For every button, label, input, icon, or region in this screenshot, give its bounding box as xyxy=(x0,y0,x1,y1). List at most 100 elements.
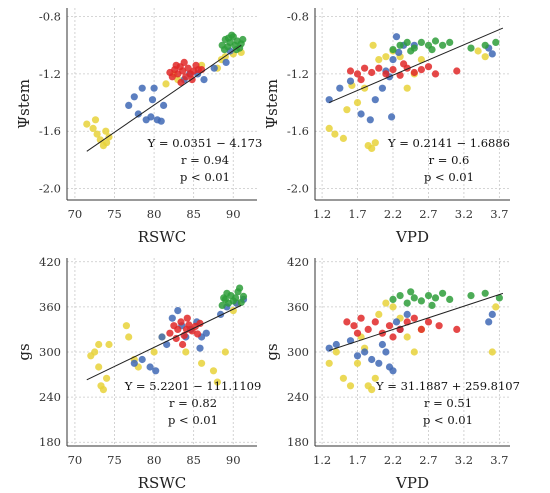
data-point xyxy=(93,130,101,138)
data-point xyxy=(122,322,130,330)
regression-annotation: r = 0.51 xyxy=(424,396,472,410)
regression-annotation: p < 0.01 xyxy=(168,413,218,427)
data-point xyxy=(428,46,436,54)
data-point xyxy=(209,367,218,375)
data-point xyxy=(375,310,383,318)
data-point xyxy=(439,41,447,49)
data-point xyxy=(403,318,411,326)
y-tick-label: -0.8 xyxy=(39,10,61,24)
data-point xyxy=(210,64,218,72)
data-point xyxy=(392,33,401,41)
data-point xyxy=(184,64,192,72)
data-point xyxy=(103,374,111,382)
data-point xyxy=(407,47,415,55)
x-tick-label: 2.7 xyxy=(419,207,437,221)
x-tick-label: 1.7 xyxy=(348,453,366,467)
regression-annotation: Y = 5.2201 − 111.1109 xyxy=(124,379,262,393)
y-tick-label: 180 xyxy=(287,435,309,449)
data-point xyxy=(158,333,166,341)
y-tick-label: 240 xyxy=(39,390,61,404)
data-point xyxy=(224,34,233,42)
data-point xyxy=(331,130,339,138)
data-point xyxy=(96,136,104,144)
data-point xyxy=(395,48,403,57)
data-point xyxy=(417,56,425,64)
data-point xyxy=(410,348,418,356)
y-tick-label: -1.2 xyxy=(39,67,61,81)
data-point xyxy=(389,333,397,341)
data-point xyxy=(325,124,333,132)
data-point xyxy=(375,359,383,367)
data-point xyxy=(396,71,404,79)
data-point xyxy=(403,310,411,318)
data-point xyxy=(366,116,374,124)
data-point xyxy=(343,318,351,326)
y-tick-label: 420 xyxy=(39,255,61,269)
data-point xyxy=(410,68,418,77)
data-point xyxy=(194,330,202,338)
regression-annotation: r = 0.94 xyxy=(181,153,229,167)
data-point xyxy=(431,37,440,45)
data-point xyxy=(95,340,103,349)
data-point xyxy=(453,67,461,75)
x-tick-label: 2.2 xyxy=(384,453,402,467)
data-point xyxy=(99,386,107,394)
data-point xyxy=(83,120,91,128)
data-point xyxy=(396,292,404,300)
data-point xyxy=(492,303,500,311)
x-tick-label: 70 xyxy=(68,453,83,467)
data-point xyxy=(89,124,97,132)
x-tick-label: 85 xyxy=(186,207,201,221)
data-point xyxy=(350,322,358,330)
y-axis-label: Ψstem xyxy=(15,79,33,129)
data-point xyxy=(353,70,362,78)
data-point xyxy=(407,288,415,296)
data-point xyxy=(481,41,489,49)
data-point xyxy=(368,386,376,394)
y-axis-label: Ψstem xyxy=(263,79,281,129)
scatter-panel-1: -0.8 -1.2 -1.6 -2.0 70 75 80 85 90 RSWC Ψstem Y = 0… xyxy=(15,8,262,246)
data-point xyxy=(200,76,208,84)
data-point xyxy=(424,318,433,326)
data-point xyxy=(453,325,461,333)
regression-line xyxy=(329,292,504,351)
data-point xyxy=(467,292,475,300)
data-point xyxy=(371,318,379,326)
data-point xyxy=(364,325,372,333)
data-point xyxy=(196,344,204,352)
data-point xyxy=(378,84,386,92)
regression-annotation: p < 0.01 xyxy=(180,170,230,184)
data-point xyxy=(488,348,496,356)
regression-line xyxy=(86,44,242,152)
data-point xyxy=(147,113,155,121)
data-point xyxy=(177,318,185,326)
data-point xyxy=(146,363,154,371)
x-axis-label: RSWC xyxy=(138,228,186,246)
data-point xyxy=(179,67,187,75)
data-point xyxy=(439,289,447,297)
data-point xyxy=(160,101,168,109)
data-point xyxy=(185,321,193,329)
data-point xyxy=(378,340,386,349)
regression-line xyxy=(86,304,242,381)
data-point xyxy=(218,301,226,309)
data-point xyxy=(168,314,176,322)
data-point xyxy=(222,58,230,66)
y-tick-label: 360 xyxy=(287,300,309,314)
data-point xyxy=(346,67,355,75)
x-tick-label: 2.2 xyxy=(384,207,402,221)
data-point xyxy=(237,298,245,306)
data-point xyxy=(467,44,475,52)
scatter-panel-4: 420 360 300 240 180 1.2 1.7 2.2 2.7 3.2 3.7 VPD gs Y … xyxy=(263,255,520,492)
data-point xyxy=(375,64,383,72)
data-point xyxy=(125,101,133,109)
data-point xyxy=(339,134,347,142)
data-point xyxy=(403,299,411,307)
data-point xyxy=(174,307,182,315)
data-point xyxy=(474,47,482,55)
x-tick-label: 75 xyxy=(107,207,122,221)
data-point xyxy=(368,355,376,364)
data-point xyxy=(177,78,185,87)
data-point xyxy=(150,348,158,356)
data-point xyxy=(369,41,377,49)
